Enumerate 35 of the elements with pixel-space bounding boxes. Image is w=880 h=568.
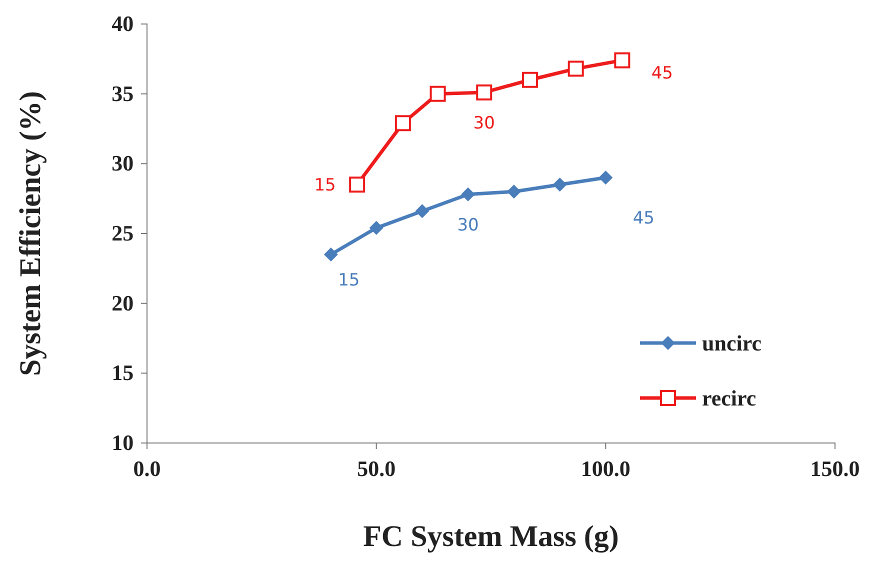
annotation: 45	[632, 208, 654, 229]
y-tick-label: 10	[112, 430, 134, 456]
point	[369, 220, 384, 235]
y-tick-label: 30	[112, 150, 134, 176]
annotation: 15	[314, 176, 336, 196]
y-tick-label: 35	[112, 80, 134, 106]
point	[552, 178, 567, 192]
y-tick-label: 40	[112, 11, 134, 36]
annotation: 15	[338, 270, 360, 290]
point	[568, 60, 584, 77]
point	[476, 84, 492, 100]
point	[598, 170, 613, 185]
point	[614, 52, 630, 68]
x-tick-label: 150.0	[810, 456, 860, 482]
y-axis-title: System Efficiency (%)	[14, 91, 47, 376]
point	[461, 187, 476, 202]
point	[324, 247, 338, 262]
legend-label: uncirc	[702, 330, 762, 356]
point	[415, 204, 430, 218]
point	[522, 72, 538, 88]
x-axis-title: FC System Mass (g)	[363, 520, 619, 553]
annotation: 30	[457, 215, 479, 236]
y-tick-label: 25	[112, 220, 134, 246]
annotation: 30	[473, 113, 495, 134]
y-tick-label: 15	[112, 360, 134, 386]
x-tick-label: 0.0	[133, 456, 161, 482]
point	[394, 115, 411, 132]
point	[349, 176, 366, 193]
legend-label: recirc	[702, 386, 756, 411]
annotation: 45	[651, 63, 673, 84]
point	[430, 86, 446, 102]
x-tick-label: 100.0	[580, 456, 630, 482]
point	[506, 184, 521, 199]
y-tick-label: 20	[112, 290, 134, 316]
x-tick-label: 50.0	[357, 456, 396, 482]
